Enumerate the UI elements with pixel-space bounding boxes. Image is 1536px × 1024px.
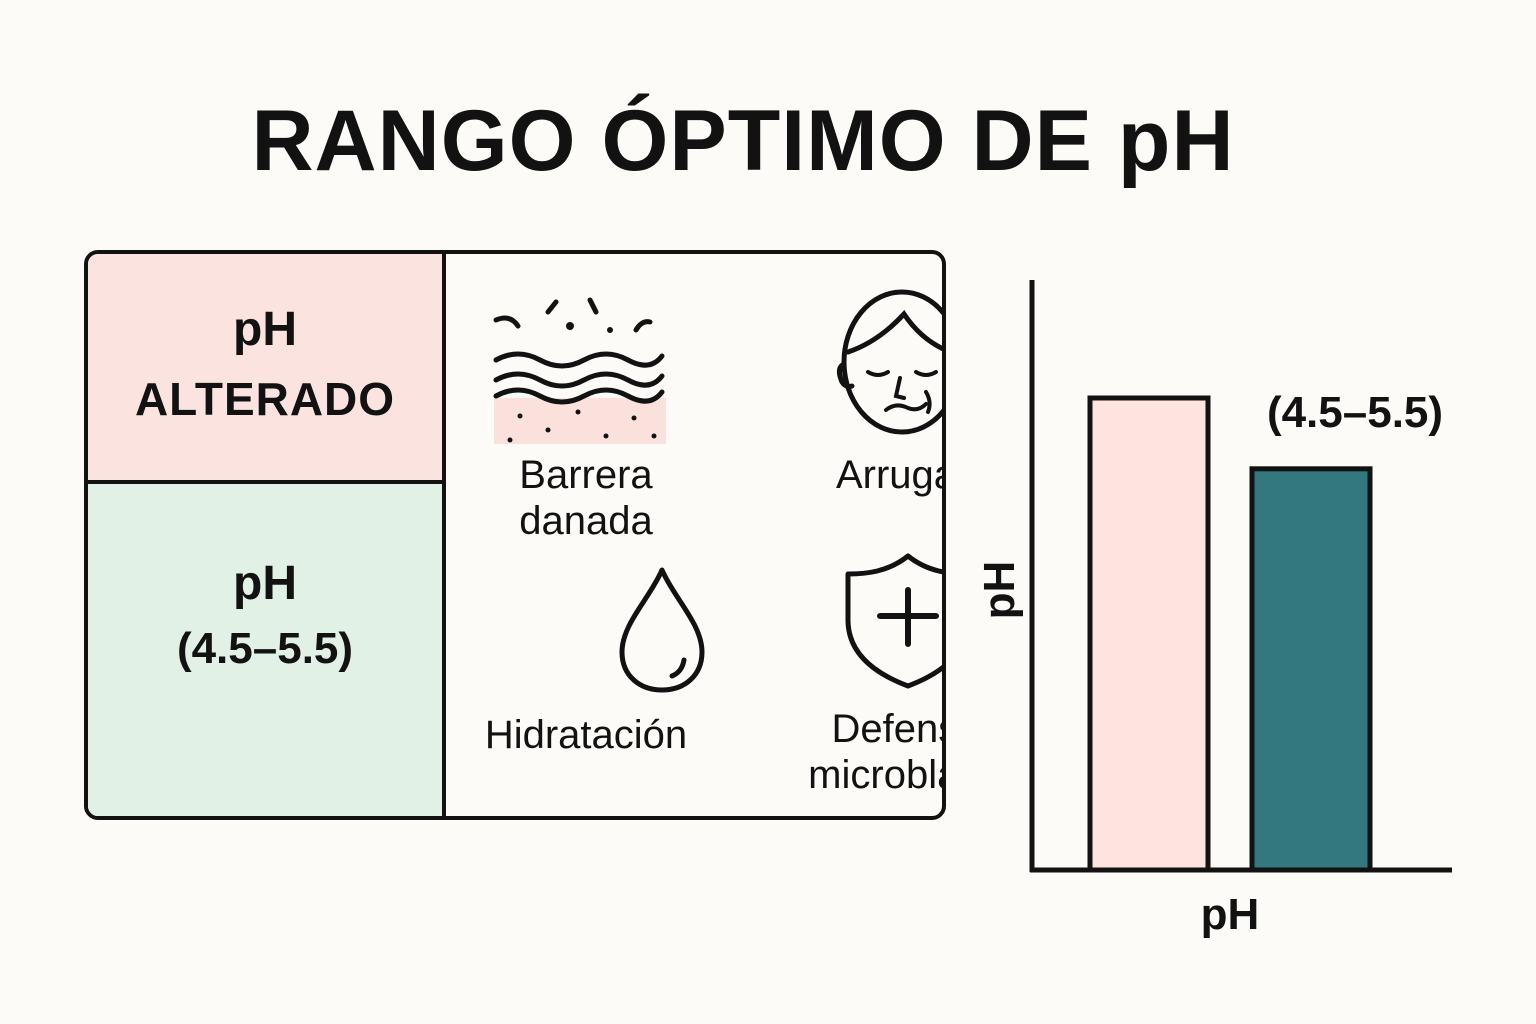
optimal-ph-range: (4.5–5.5) [176,624,354,673]
hydration-label-line1: Hidratación [484,713,688,757]
optimal-range-annotation: (4.5–5.5) [1266,388,1444,437]
defense-label-line2: microblana [808,753,942,797]
face-wrinkles-icon [836,289,942,435]
hydration-label: Hidratación [466,712,706,758]
bar-optimal-ph [1249,466,1373,873]
wrinkles-label: Arrugas [786,452,942,498]
x-axis-label: pH [1200,890,1260,939]
shield-plus-icon [845,553,942,689]
water-drop-icon [619,567,705,693]
damaged-skin-barrier-icon [493,297,666,444]
altered-ph-cell: pH ALTERADO [88,254,446,484]
bar-altered-ph [1087,395,1211,873]
barrier-label-line2: danada [519,499,653,543]
y-axis-label: pH [975,560,1024,620]
defense-label-line1: Defensa [831,707,943,751]
effects-icon-grid: Barrera danada Arrugas [446,254,943,816]
defense-label: Defensa microblana [786,706,943,798]
ph-bar-chart [1029,280,1452,873]
optimal-ph-label: pH [233,557,297,610]
optimal-ph-cell: pH (4.5–5.5) [88,484,446,816]
altered-ph-label: pH [233,303,297,356]
barrier-label-line1: Barrera [519,453,653,497]
ph-comparison-panel: pH ALTERADO pH (4.5–5.5) [84,250,946,820]
barrier-label: Barrera danada [466,452,706,544]
altered-ph-sublabel: ALTERADO [134,373,396,425]
wrinkles-label-line1: Arrugas [835,453,942,497]
page-title: RANGO ÓPTIMO DE pH [251,93,1235,189]
